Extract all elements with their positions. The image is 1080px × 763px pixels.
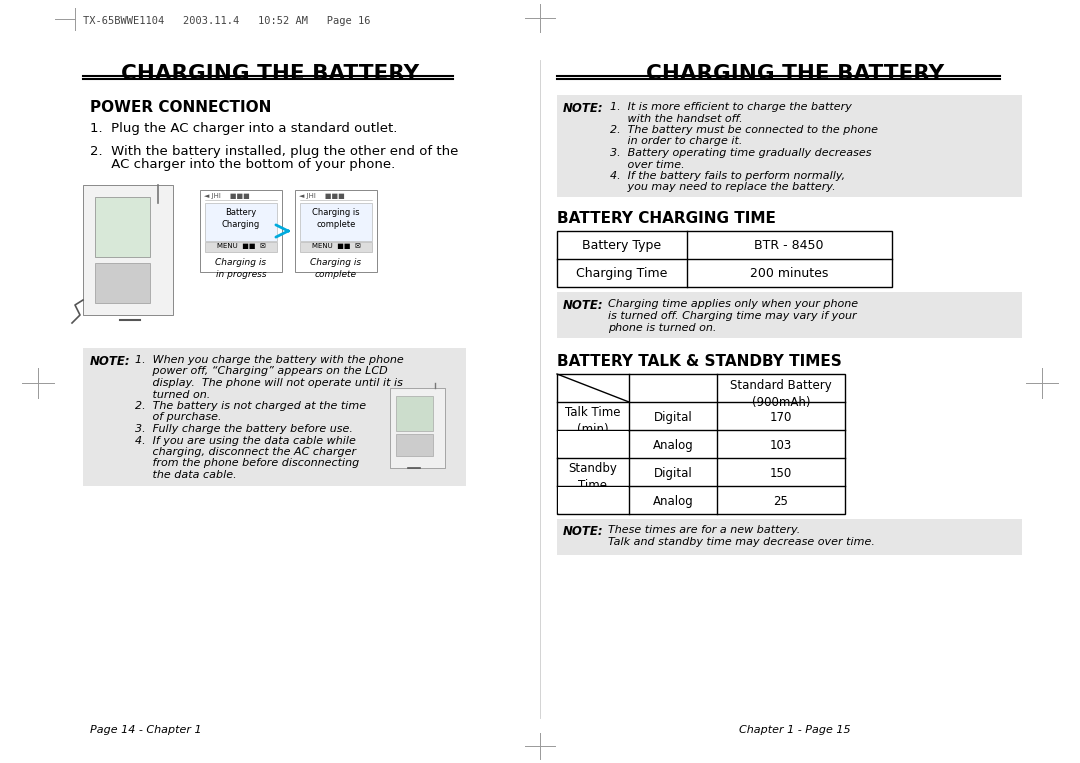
Text: Battery Type: Battery Type [582,239,662,252]
Text: display.  The phone will not operate until it is: display. The phone will not operate unti… [135,378,403,388]
Text: the data cable.: the data cable. [135,470,237,480]
Text: Talk Time
(min): Talk Time (min) [565,406,621,436]
Text: you may need to replace the battery.: you may need to replace the battery. [610,182,836,192]
Bar [300,242,372,252]
Bar [557,519,1022,555]
Text: in order to charge it.: in order to charge it. [610,137,742,146]
Bar [295,190,377,272]
Text: AC charger into the bottom of your phone.: AC charger into the bottom of your phone… [90,158,395,171]
Bar [557,292,1022,338]
Bar [83,348,465,486]
Bar [95,263,150,303]
Text: NOTE:: NOTE: [563,525,604,538]
Text: Analog: Analog [652,439,693,452]
Text: of purchase.: of purchase. [135,413,221,423]
Text: NOTE:: NOTE: [563,102,604,115]
Text: Talk and standby time may decrease over time.: Talk and standby time may decrease over … [608,537,875,547]
Text: Charging Time: Charging Time [577,267,667,280]
Bar [205,242,276,252]
Text: BTR - 8450: BTR - 8450 [754,239,824,252]
Text: MENU  ■■  ✉: MENU ■■ ✉ [217,243,266,249]
Text: charging, disconnect the AC charger: charging, disconnect the AC charger [135,447,356,457]
Text: 1.  When you charge the battery with the phone: 1. When you charge the battery with the … [135,355,404,365]
Bar [83,185,173,315]
Text: CHARGING THE BATTERY: CHARGING THE BATTERY [121,64,419,84]
Bar [557,231,892,287]
Text: 2.  With the battery installed, plug the other end of the: 2. With the battery installed, plug the … [90,145,458,158]
Text: is turned off. Charging time may vary if your: is turned off. Charging time may vary if… [608,311,856,321]
Text: 200 minutes: 200 minutes [750,267,828,280]
Bar [300,203,372,241]
Text: 3.  Fully charge the battery before use.: 3. Fully charge the battery before use. [135,424,353,434]
Text: NOTE:: NOTE: [90,355,131,368]
Bar [390,388,445,468]
Text: Charging time applies only when your phone: Charging time applies only when your pho… [608,299,859,309]
Text: from the phone before disconnecting: from the phone before disconnecting [135,459,360,468]
Bar [558,487,627,513]
Text: Charging is
in progress: Charging is in progress [215,258,267,278]
Bar [558,431,627,457]
Text: NOTE:: NOTE: [563,299,604,312]
Text: phone is turned on.: phone is turned on. [608,323,716,333]
Text: Page 14 - Chapter 1: Page 14 - Chapter 1 [90,725,202,735]
Bar [396,434,433,456]
Text: 3.  Battery operating time gradually decreases: 3. Battery operating time gradually decr… [610,148,872,158]
Text: CHARGING THE BATTERY: CHARGING THE BATTERY [646,64,944,84]
Text: 4.  If the battery fails to perform normally,: 4. If the battery fails to perform norma… [610,171,846,181]
Text: Digital: Digital [653,467,692,480]
Text: 2.  The battery is not charged at the time: 2. The battery is not charged at the tim… [135,401,366,411]
Text: 25: 25 [773,495,788,508]
Text: over time.: over time. [610,159,685,169]
Bar [396,396,433,431]
Text: 1.  Plug the AC charger into a standard outlet.: 1. Plug the AC charger into a standard o… [90,122,397,135]
Text: Battery
Charging: Battery Charging [221,208,260,229]
Text: BATTERY CHARGING TIME: BATTERY CHARGING TIME [557,211,775,226]
Text: Chapter 1 - Page 15: Chapter 1 - Page 15 [739,725,851,735]
Text: MENU  ■■  ✉: MENU ■■ ✉ [311,243,361,249]
Text: turned on.: turned on. [135,389,211,400]
Bar [205,203,276,241]
Text: These times are for a new battery.: These times are for a new battery. [608,525,800,535]
Text: ◄ JHI    ■■■: ◄ JHI ■■■ [204,193,249,199]
Text: 1.  It is more efficient to charge the battery: 1. It is more efficient to charge the ba… [610,102,852,112]
Bar [200,190,282,272]
Text: Digital: Digital [653,411,692,424]
Text: TX-65BWWE1104   2003.11.4   10:52 AM   Page 16: TX-65BWWE1104 2003.11.4 10:52 AM Page 16 [83,16,370,26]
Text: 103: 103 [770,439,792,452]
Text: with the handset off.: with the handset off. [610,114,743,124]
Text: 150: 150 [770,467,792,480]
Text: Standard Battery
(900mAh): Standard Battery (900mAh) [730,379,832,409]
Text: Analog: Analog [652,495,693,508]
Text: Standby
Time
(hrs): Standby Time (hrs) [568,462,618,509]
Text: BATTERY TALK & STANDBY TIMES: BATTERY TALK & STANDBY TIMES [557,354,841,369]
Text: 4.  If you are using the data cable while: 4. If you are using the data cable while [135,436,356,446]
Text: 170: 170 [770,411,793,424]
Text: POWER CONNECTION: POWER CONNECTION [90,100,271,115]
Text: power off, “Charging” appears on the LCD: power off, “Charging” appears on the LCD [135,366,388,376]
Text: Charging is
complete: Charging is complete [310,258,362,278]
Bar [557,374,845,514]
Text: Charging is
complete: Charging is complete [312,208,360,229]
Text: 2.  The battery must be connected to the phone: 2. The battery must be connected to the … [610,125,878,135]
Bar [95,197,150,257]
Bar [557,95,1022,197]
Text: ◄ JHI    ■■■: ◄ JHI ■■■ [299,193,345,199]
